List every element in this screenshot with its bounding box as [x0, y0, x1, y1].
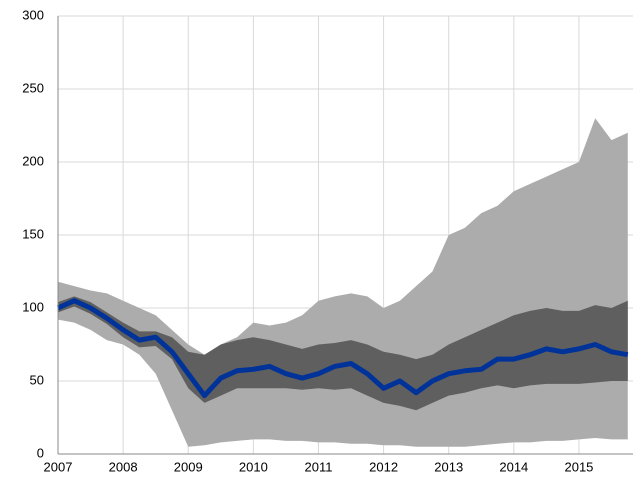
x-tick-label: 2014 — [499, 459, 528, 474]
band — [58, 118, 628, 447]
x-tick-label: 2010 — [239, 459, 268, 474]
y-tick-label: 250 — [22, 80, 44, 95]
x-tick-label: 2007 — [44, 459, 73, 474]
y-tick-label: 50 — [30, 372, 44, 387]
x-tick-label: 2011 — [304, 459, 332, 474]
y-tick-label: 0 — [37, 445, 44, 460]
y-tick-label: 300 — [22, 7, 44, 22]
x-tick-label: 2008 — [109, 459, 138, 474]
y-tick-label: 100 — [22, 299, 44, 314]
y-tick-label: 200 — [22, 153, 44, 168]
x-tick-label: 2015 — [564, 459, 593, 474]
band — [58, 296, 628, 411]
x-tick-label: 2013 — [434, 459, 463, 474]
y-tick-label: 150 — [22, 226, 44, 241]
x-tick-label: 2009 — [174, 459, 203, 474]
x-tick-label: 2012 — [369, 459, 398, 474]
line — [56, 298, 629, 399]
